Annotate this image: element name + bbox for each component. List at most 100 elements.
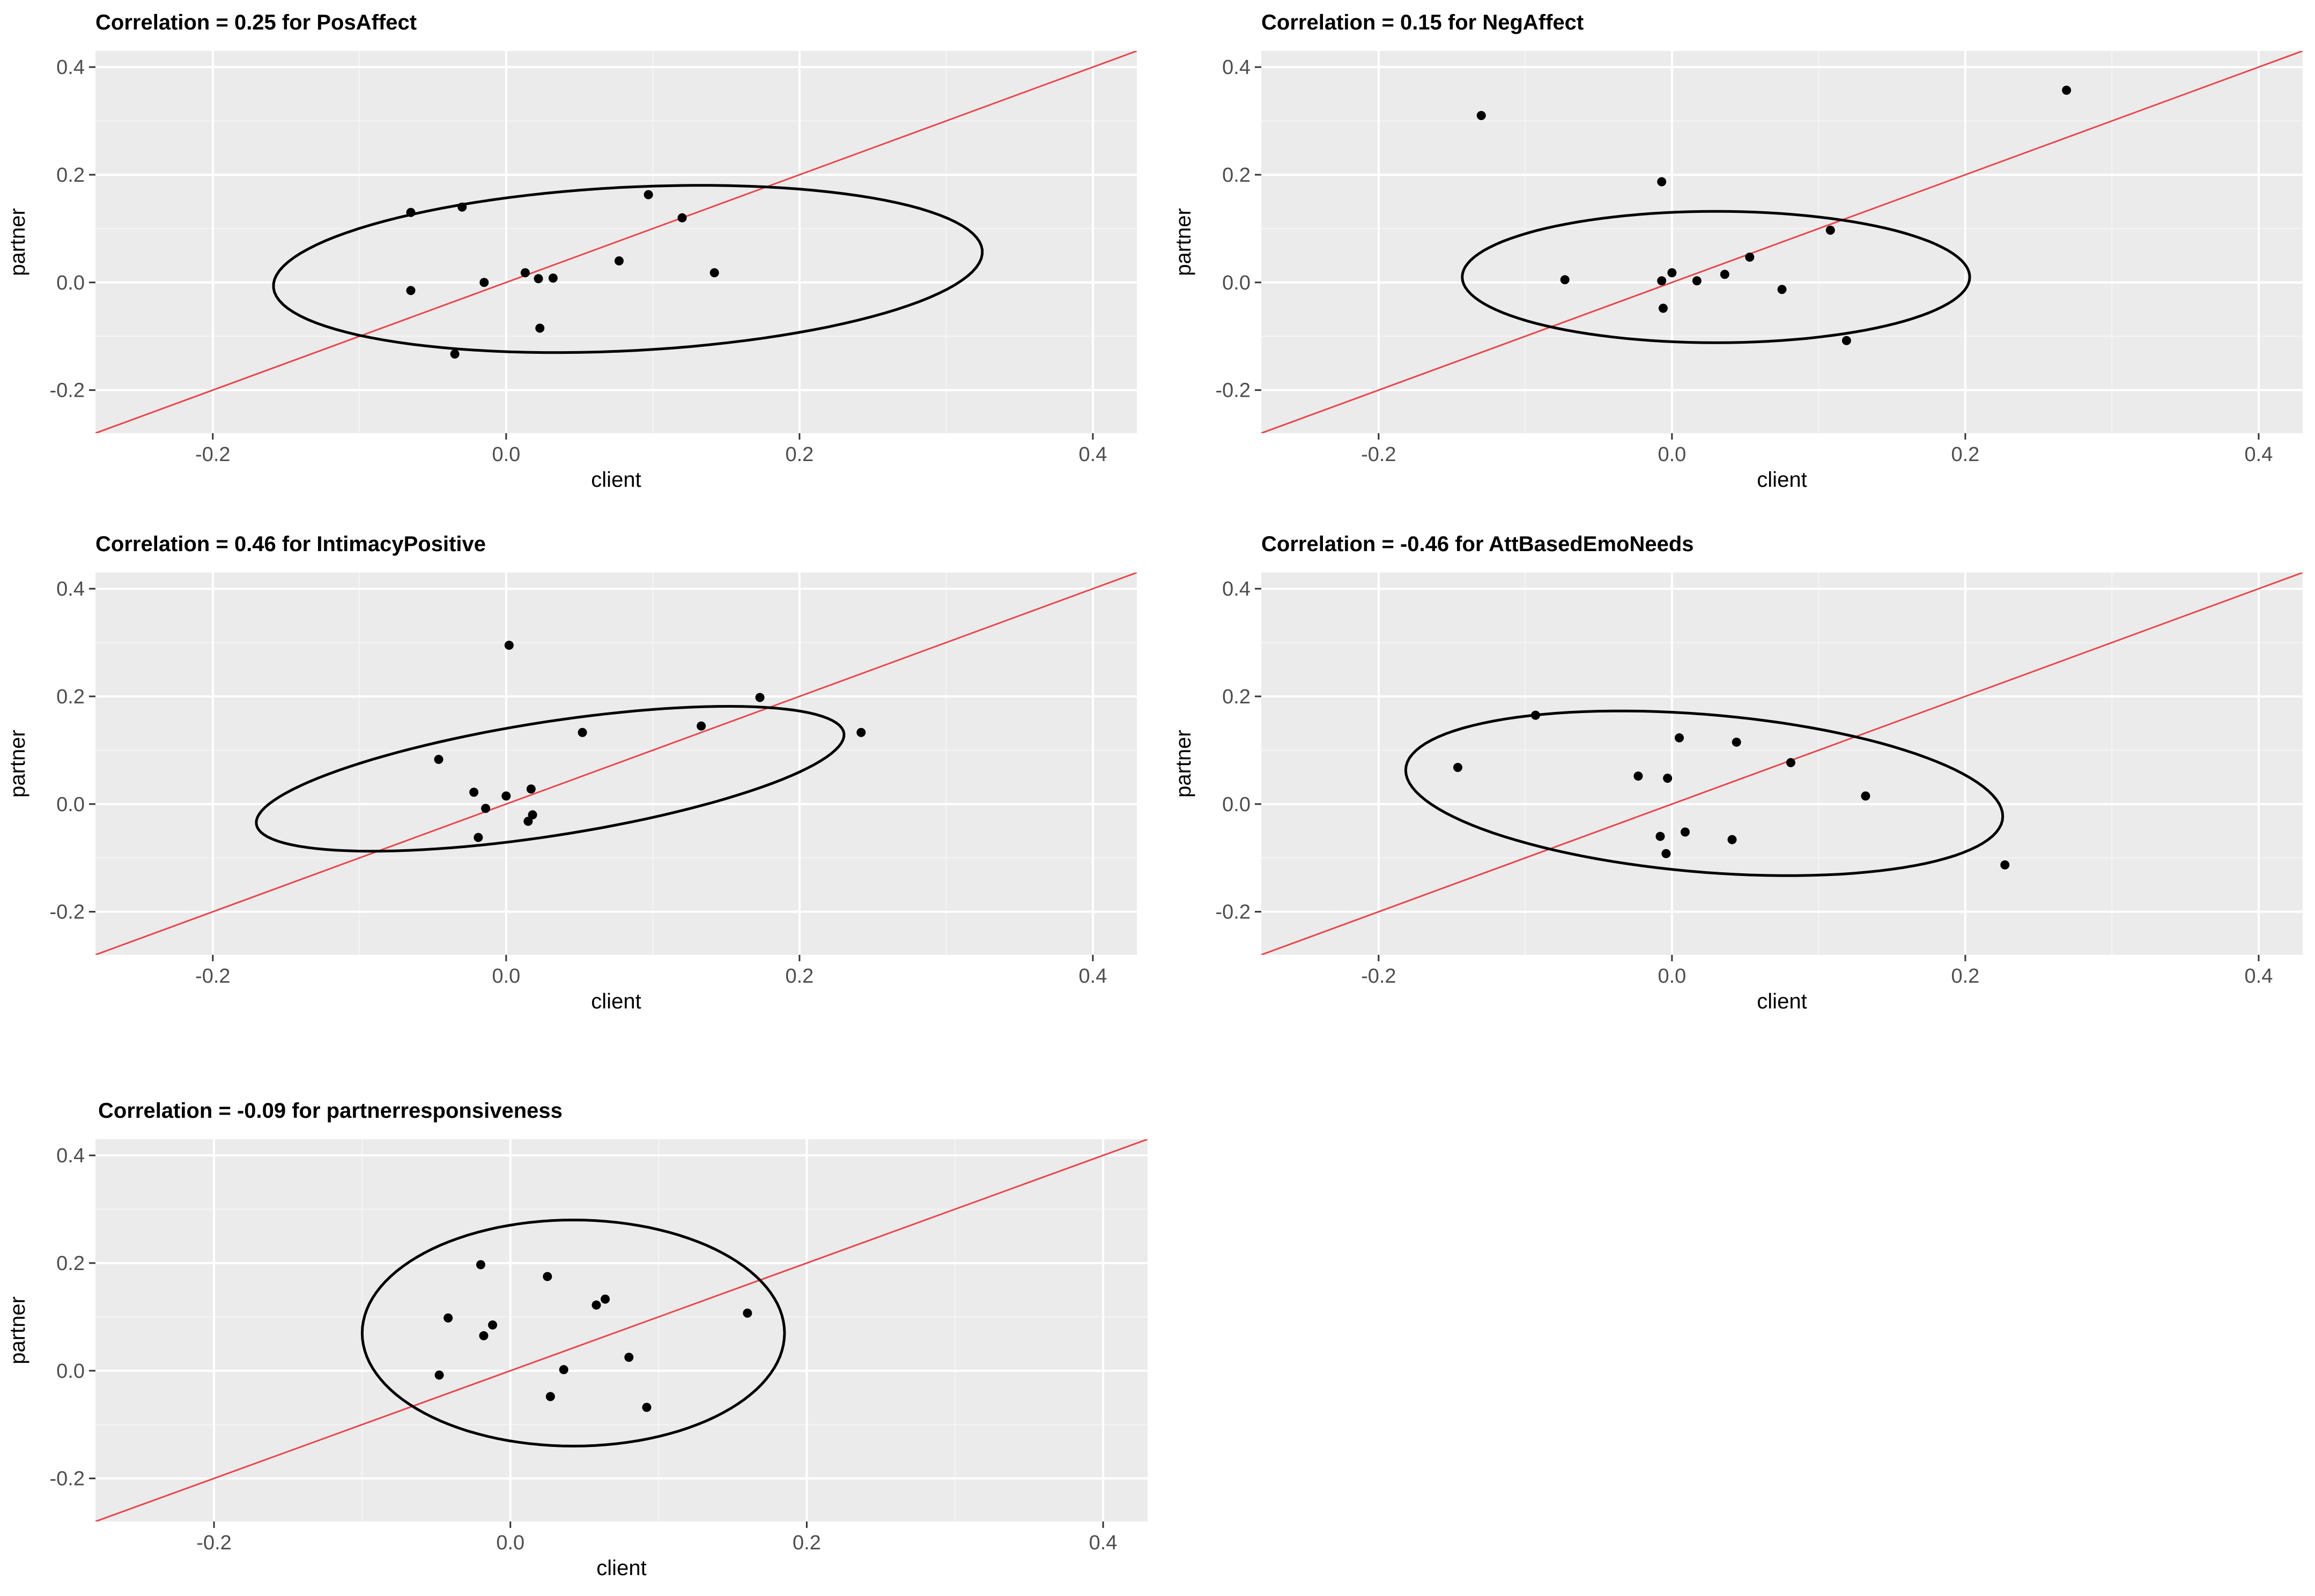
data-point <box>1667 268 1677 278</box>
confidence-ellipse <box>272 184 984 354</box>
x-tick-label: 0.4 <box>1089 1532 1118 1554</box>
data-point <box>479 278 489 287</box>
data-point <box>624 1353 634 1362</box>
data-point <box>2062 85 2072 95</box>
x-tick-label: -0.2 <box>1361 965 1396 988</box>
data-point <box>1777 285 1787 294</box>
data-point <box>591 1300 601 1310</box>
panel-3: Correlation = 0.46 for IntimacyPositive -… <box>6 532 1137 1013</box>
y-tick-label: 0.2 <box>1222 164 1251 187</box>
x-axis-title: client <box>1757 468 1807 492</box>
x-axis-title: client <box>591 468 641 492</box>
y-tick-label: 0.2 <box>1222 686 1251 708</box>
data-point <box>856 728 866 737</box>
x-tick-label: 0.0 <box>1658 443 1686 466</box>
data-point <box>1692 276 1702 286</box>
x-tick-label: 0.2 <box>785 965 813 988</box>
x-tick-label: 0.2 <box>1951 965 1979 988</box>
data-point <box>528 810 537 820</box>
x-axis-title: client <box>596 1556 646 1580</box>
data-point <box>488 1320 498 1330</box>
data-point <box>2000 860 2010 870</box>
panel-title: Correlation = 0.15 for NegAffect <box>1261 11 1584 34</box>
data-point <box>642 1402 652 1412</box>
data-point <box>535 323 545 333</box>
x-tick-label: 0.0 <box>492 965 520 988</box>
y-tick-label: 0.0 <box>56 1360 85 1383</box>
data-point <box>479 1331 489 1341</box>
data-point <box>504 641 514 650</box>
y-tick-label: 0.0 <box>56 272 85 294</box>
panel-title: Correlation = -0.09 for partnerresponsiv… <box>98 1099 563 1123</box>
y-axis-title: partner <box>6 730 29 798</box>
data-point <box>520 268 530 278</box>
data-point <box>1786 758 1795 767</box>
data-point <box>443 1313 453 1323</box>
y-tick-label: 0.2 <box>56 686 85 708</box>
data-point <box>1658 303 1668 313</box>
x-tick-label: 0.0 <box>1658 965 1686 988</box>
data-point <box>434 1370 444 1380</box>
x-tick-label: 0.2 <box>1951 443 1979 466</box>
identity-line <box>95 1139 1148 1521</box>
data-point <box>755 693 765 702</box>
x-tick-label: 0.4 <box>2245 443 2273 466</box>
data-point <box>526 784 536 794</box>
y-tick-label: -0.2 <box>1216 380 1251 402</box>
identity-line <box>95 51 1137 433</box>
confidence-ellipse <box>1404 709 2005 877</box>
y-tick-label: 0.2 <box>56 164 85 187</box>
y-axis-title: partner <box>6 1296 29 1364</box>
y-tick-label: 0.4 <box>56 56 85 79</box>
data-point <box>476 1260 485 1270</box>
data-point <box>1861 791 1870 801</box>
data-point <box>1841 336 1851 345</box>
y-tick-label: 0.0 <box>1222 793 1251 816</box>
data-point <box>614 256 624 266</box>
panel-2: Correlation = 0.15 for NegAffect -0.2 0.0 0… <box>1172 11 2303 492</box>
x-tick-label: 0.4 <box>1079 965 1107 988</box>
x-tick-label: 0.2 <box>785 443 813 466</box>
identity-line <box>95 573 1137 955</box>
panel-title: Correlation = -0.46 for AttBasedEmoNeeds <box>1261 532 1694 556</box>
x-tick-label: 0.4 <box>2245 965 2273 988</box>
y-axis-title: partner <box>6 208 29 276</box>
data-point <box>644 190 653 199</box>
data-point <box>1825 225 1835 235</box>
y-tick-label: 0.4 <box>1222 578 1251 600</box>
y-tick-label: -0.2 <box>50 380 85 402</box>
data-point <box>469 788 479 797</box>
x-tick-label: 0.0 <box>492 443 520 466</box>
y-axis-title: partner <box>1172 208 1195 276</box>
data-point <box>481 804 491 813</box>
data-point <box>406 286 416 295</box>
confidence-ellipse <box>1461 210 1971 344</box>
data-point <box>1680 827 1690 837</box>
y-tick-label: 0.4 <box>56 1145 85 1167</box>
x-tick-label: 0.0 <box>496 1532 524 1554</box>
x-axis-title: client <box>1757 990 1807 1013</box>
data-point <box>1633 771 1643 781</box>
data-point <box>450 349 460 359</box>
x-axis-title: client <box>591 990 641 1013</box>
data-point <box>1476 111 1486 121</box>
data-point <box>523 816 533 826</box>
y-axis-title: partner <box>1172 730 1195 798</box>
data-point <box>1657 177 1667 187</box>
data-point <box>1530 710 1540 720</box>
x-tick-label: -0.2 <box>195 965 230 988</box>
data-point <box>1655 832 1665 841</box>
y-tick-label: 0.0 <box>56 793 85 816</box>
x-tick-label: -0.2 <box>1361 443 1396 466</box>
y-tick-label: 0.2 <box>56 1252 85 1275</box>
panel-title: Correlation = 0.25 for PosAffect <box>95 11 417 34</box>
data-point <box>457 202 467 212</box>
panel-title: Correlation = 0.46 for IntimacyPositive <box>95 532 486 556</box>
data-point <box>1745 253 1755 262</box>
data-point <box>1657 276 1667 286</box>
confidence-ellipse <box>360 1219 786 1447</box>
x-tick-label: 0.2 <box>793 1532 821 1554</box>
y-tick-label: 0.4 <box>1222 56 1251 79</box>
data-point <box>406 207 416 217</box>
data-point <box>543 1272 552 1281</box>
